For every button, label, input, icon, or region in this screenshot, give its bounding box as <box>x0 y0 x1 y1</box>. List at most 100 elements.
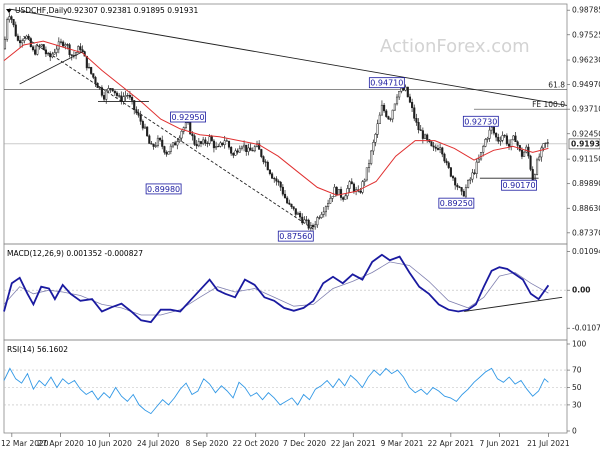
candle-body <box>118 96 120 97</box>
candle-body <box>396 97 398 104</box>
candle-body <box>465 188 467 197</box>
candle-body <box>420 130 422 131</box>
candle-body <box>485 139 487 146</box>
candle-body <box>230 147 232 153</box>
candle-body <box>110 88 112 89</box>
candle-body <box>192 134 194 136</box>
candle-body <box>157 138 159 145</box>
candle-body <box>185 123 187 128</box>
candle-body <box>140 115 142 121</box>
candle-body <box>228 141 230 147</box>
price-annotation-label: 0.89250 <box>440 199 473 208</box>
candle-body <box>271 174 273 179</box>
candle-body <box>172 143 174 146</box>
x-tick-label: 7 Dec 2020 <box>283 439 326 448</box>
rsi-label: RSI(14) 56.1602 <box>7 345 68 354</box>
candle-body <box>444 154 446 161</box>
candle-body <box>308 220 310 228</box>
candle-body <box>159 138 161 140</box>
candle-body <box>385 111 387 117</box>
candle-body <box>504 135 506 136</box>
macd-label: MACD(12,26,9) 0.001352 -0.000827 <box>7 249 143 258</box>
candle-body <box>36 46 38 54</box>
candle-body <box>390 119 392 120</box>
candle-body <box>8 17 10 20</box>
candle-body <box>243 145 245 147</box>
candle-body <box>487 138 489 139</box>
candle-body <box>166 152 168 154</box>
candle-body <box>220 143 222 146</box>
candle-body <box>241 147 243 148</box>
candle-body <box>56 49 58 52</box>
candle-body <box>457 185 459 187</box>
candle-body <box>170 146 172 151</box>
candle-body <box>222 143 224 145</box>
candle-body <box>54 53 56 55</box>
candle-body <box>394 104 396 110</box>
x-tick-label: 7 Jun 2021 <box>479 439 520 448</box>
candle-body <box>364 180 366 182</box>
candle-body <box>381 105 383 115</box>
candle-body <box>265 162 267 163</box>
price-y-tick-label: 0.98785 <box>572 6 600 15</box>
candle-body <box>125 95 127 96</box>
price-y-tick-label: 0.88630 <box>572 204 600 213</box>
candle-body <box>28 36 30 38</box>
candle-body <box>286 198 288 203</box>
rsi-y-tick-label: 70 <box>572 366 582 375</box>
candle-body <box>338 189 340 195</box>
candle-body <box>254 147 256 151</box>
candle-body <box>153 144 155 146</box>
candle-body <box>114 91 116 93</box>
candle-body <box>377 124 379 135</box>
candle-body <box>276 179 278 181</box>
macd-y-tick-label: -0.010739 <box>572 324 600 333</box>
candle-body <box>321 214 323 217</box>
candle-body <box>508 144 510 146</box>
candle-body <box>15 25 17 36</box>
candle-body <box>196 144 198 145</box>
candle-body <box>319 218 321 219</box>
candle-body <box>489 130 491 138</box>
candle-body <box>463 191 465 196</box>
candle-body <box>108 88 110 91</box>
candle-body <box>476 162 478 173</box>
candle-body <box>105 91 107 99</box>
x-tick-label: 8 Sep 2020 <box>186 439 229 448</box>
candle-body <box>336 187 338 195</box>
candle-body <box>543 144 545 148</box>
candle-body <box>448 163 450 168</box>
candle-body <box>289 203 291 204</box>
candle-body <box>213 141 215 148</box>
candle-body <box>205 140 207 143</box>
candle-body <box>446 161 448 163</box>
candle-body <box>34 50 36 55</box>
candle-body <box>19 40 21 42</box>
candle-body <box>4 39 6 49</box>
candle-body <box>407 87 409 97</box>
candle-body <box>398 91 400 97</box>
candle-body <box>211 137 213 141</box>
candle-body <box>62 42 64 46</box>
price-annotation-label: 0.90170 <box>502 181 535 190</box>
candle-body <box>237 151 239 152</box>
candle-body <box>30 38 32 46</box>
watermark: ActionForex.com <box>380 36 530 57</box>
candle-body <box>39 46 41 47</box>
price-y-tick-label: 0.92450 <box>572 129 600 138</box>
candle-body <box>131 97 133 100</box>
candle-body <box>92 74 94 78</box>
candle-body <box>327 203 329 206</box>
x-tick-label: 22 Oct 2020 <box>233 439 280 448</box>
candle-body <box>513 136 515 140</box>
candle-body <box>525 147 527 152</box>
candle-body <box>174 143 176 145</box>
candle-body <box>450 168 452 177</box>
candle-body <box>299 213 301 217</box>
candle-body <box>278 181 280 182</box>
candle-body <box>239 148 241 152</box>
candle-body <box>431 142 433 146</box>
candle-body <box>47 53 49 54</box>
candle-body <box>21 41 23 43</box>
candle-body <box>297 213 299 214</box>
